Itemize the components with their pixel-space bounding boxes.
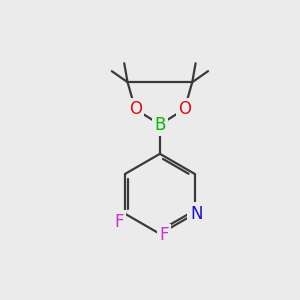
Text: O: O [178,100,191,118]
Text: F: F [159,226,169,244]
Text: N: N [190,205,203,223]
Text: F: F [114,213,124,231]
Text: B: B [154,116,166,134]
Text: O: O [129,100,142,118]
